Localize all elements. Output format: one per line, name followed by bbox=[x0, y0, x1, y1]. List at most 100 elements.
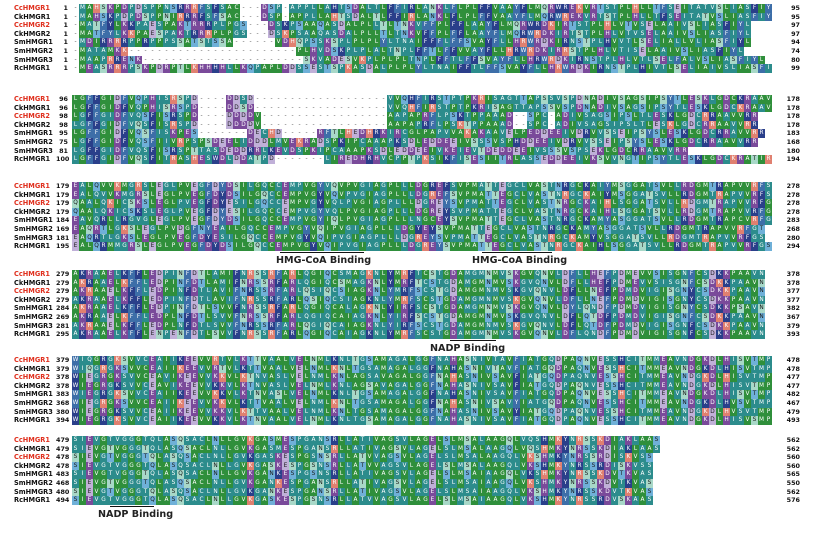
residue: P bbox=[380, 55, 387, 65]
residue: Y bbox=[562, 436, 569, 445]
residue: G bbox=[121, 444, 128, 454]
residue: F bbox=[569, 287, 576, 296]
residue: D bbox=[506, 120, 513, 130]
residue: G bbox=[506, 182, 513, 191]
residue: C bbox=[121, 199, 128, 208]
residue: T bbox=[646, 182, 653, 191]
residue: S bbox=[569, 146, 576, 156]
residue: L bbox=[576, 330, 583, 339]
residue: K bbox=[625, 436, 632, 445]
residue: T bbox=[709, 199, 716, 208]
residue: I bbox=[730, 390, 737, 399]
residue: N bbox=[541, 330, 548, 339]
residue: T bbox=[618, 47, 625, 56]
end-position: 477 bbox=[786, 381, 800, 390]
residue: S bbox=[142, 112, 149, 121]
residue: L bbox=[625, 12, 632, 22]
residue: A bbox=[457, 364, 464, 374]
residue: D bbox=[688, 199, 695, 208]
residue: M bbox=[478, 295, 485, 305]
residue: - bbox=[375, 96, 378, 102]
residue: A bbox=[163, 436, 170, 445]
residue: A bbox=[191, 470, 198, 479]
residue: E bbox=[86, 390, 93, 399]
residue: V bbox=[555, 103, 562, 113]
residue: S bbox=[443, 487, 450, 497]
residue: T bbox=[597, 55, 604, 65]
residue: - bbox=[214, 96, 217, 102]
residue: L bbox=[513, 470, 520, 479]
residue: P bbox=[170, 242, 177, 251]
residue: T bbox=[177, 64, 184, 73]
residue: - bbox=[305, 156, 308, 163]
residue: V bbox=[303, 207, 310, 217]
residue: L bbox=[345, 407, 352, 417]
residue: V bbox=[219, 313, 226, 322]
residue: P bbox=[401, 47, 408, 56]
residue: V bbox=[240, 487, 247, 497]
residue: S bbox=[478, 138, 485, 147]
residue: S bbox=[121, 416, 128, 425]
residue: S bbox=[170, 496, 177, 505]
residue: V bbox=[282, 146, 289, 156]
residue: F bbox=[758, 216, 765, 225]
residue: V bbox=[226, 313, 233, 322]
residue: D bbox=[548, 155, 555, 164]
residue: I bbox=[170, 399, 177, 408]
residue: L bbox=[296, 278, 303, 288]
residue: G bbox=[618, 233, 625, 243]
residue: F bbox=[135, 278, 142, 288]
residue: V bbox=[443, 225, 450, 234]
residue: - bbox=[207, 121, 210, 128]
residue: L bbox=[324, 399, 331, 408]
residue: V bbox=[184, 207, 191, 217]
residue: A bbox=[457, 295, 464, 305]
residue: R bbox=[681, 207, 688, 217]
residue: K bbox=[716, 295, 723, 305]
residue: K bbox=[135, 55, 142, 65]
residue: C bbox=[499, 233, 506, 243]
residue: P bbox=[345, 216, 352, 225]
residue: F bbox=[394, 12, 401, 22]
residue: P bbox=[730, 216, 737, 225]
residue: S bbox=[184, 155, 191, 164]
residue: L bbox=[205, 461, 212, 471]
residue: C bbox=[142, 390, 149, 399]
residue: S bbox=[611, 399, 618, 408]
residue: G bbox=[422, 479, 429, 488]
residue: T bbox=[639, 364, 646, 374]
residue: G bbox=[541, 407, 548, 417]
residue: F bbox=[128, 295, 135, 305]
residue: G bbox=[254, 216, 261, 225]
residue: A bbox=[471, 47, 478, 56]
residue: E bbox=[142, 225, 149, 234]
residue: W bbox=[555, 12, 562, 22]
residue: L bbox=[380, 4, 387, 13]
residue: I bbox=[611, 138, 618, 147]
residue: G bbox=[394, 364, 401, 374]
residue: S bbox=[212, 38, 219, 47]
residue: K bbox=[625, 453, 632, 462]
start-position: 479 bbox=[56, 436, 70, 444]
residue: E bbox=[422, 146, 429, 156]
residue: A bbox=[373, 199, 380, 208]
residue: G bbox=[415, 381, 422, 391]
residue: S bbox=[429, 155, 436, 164]
alignment-row: SmHMGR2 169 E A Q R T L G K S L E G L P V D G F N Y E A I L G Q C C E M… bbox=[14, 225, 814, 234]
residue: E bbox=[436, 207, 443, 217]
residue: G bbox=[128, 453, 135, 462]
residue: - bbox=[515, 113, 518, 120]
residue: V bbox=[415, 29, 422, 39]
residue: K bbox=[296, 138, 303, 147]
residue: M bbox=[289, 190, 296, 200]
residue: S bbox=[177, 38, 184, 47]
residue: G bbox=[303, 436, 310, 445]
residue: A bbox=[352, 487, 359, 497]
residue: N bbox=[373, 278, 380, 288]
residue: L bbox=[513, 453, 520, 462]
residue: I bbox=[562, 129, 569, 138]
start-position: 96 bbox=[59, 103, 68, 112]
residue: Y bbox=[415, 225, 422, 234]
end-position: 278 bbox=[786, 182, 800, 190]
residue: I bbox=[478, 373, 485, 382]
